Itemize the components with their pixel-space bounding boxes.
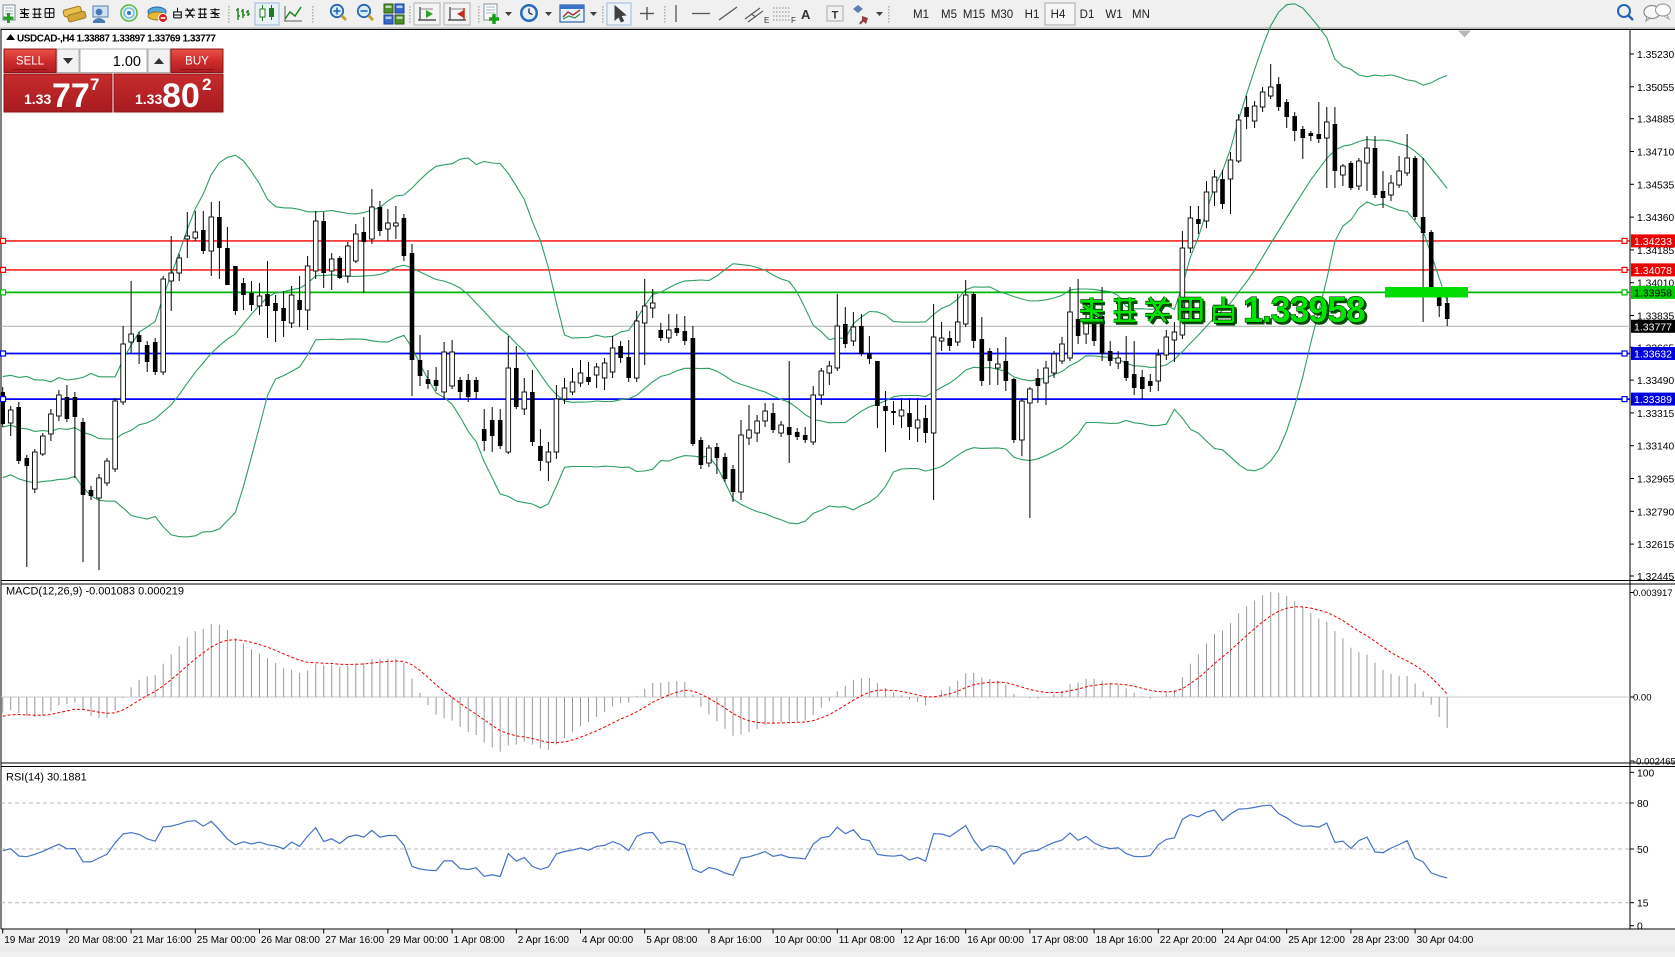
svg-text:H4: H4 [1051,9,1066,21]
svg-text:SELL: SELL [16,56,45,68]
svg-text:21 Mar 16:00: 21 Mar 16:00 [133,935,192,946]
svg-text:77: 77 [52,77,90,115]
svg-text:1.33315: 1.33315 [1637,409,1674,420]
svg-text:1.34010: 1.34010 [1637,279,1674,290]
svg-text:7: 7 [90,75,99,94]
svg-text:1.33777: 1.33777 [1634,321,1672,333]
svg-text:8 Apr 16:00: 8 Apr 16:00 [710,935,762,946]
svg-text:1.34233: 1.34233 [1634,236,1672,248]
svg-text:0.00: 0.00 [1633,693,1652,704]
svg-text:1 Apr 08:00: 1 Apr 08:00 [454,935,506,946]
svg-text:28 Apr 23:00: 28 Apr 23:00 [1352,935,1409,946]
svg-text:30 Apr 04:00: 30 Apr 04:00 [1417,935,1474,946]
svg-text:1.33958: 1.33958 [1245,291,1367,332]
svg-text:M15: M15 [963,9,985,21]
svg-text:18 Apr 16:00: 18 Apr 16:00 [1096,935,1153,946]
svg-text:1.33632: 1.33632 [1634,349,1672,361]
svg-text:1.33389: 1.33389 [1634,394,1672,406]
svg-text:A: A [801,7,811,22]
svg-text:RSI(14) 30.1881: RSI(14) 30.1881 [6,772,87,784]
svg-text:1.34885: 1.34885 [1637,115,1674,126]
svg-text:29 Mar 00:00: 29 Mar 00:00 [389,935,448,946]
svg-text:25 Apr 12:00: 25 Apr 12:00 [1288,935,1345,946]
svg-text:50: 50 [1637,845,1649,856]
svg-text:24 Apr 04:00: 24 Apr 04:00 [1224,935,1281,946]
svg-text:1.34710: 1.34710 [1637,148,1674,159]
svg-text:80: 80 [1637,799,1649,810]
svg-text:MN: MN [1132,9,1150,21]
svg-text:-0.002465: -0.002465 [1633,757,1675,768]
svg-text:2 Apr 16:00: 2 Apr 16:00 [518,935,570,946]
svg-text:H1: H1 [1025,9,1040,21]
svg-text:2: 2 [202,75,211,94]
svg-text:F: F [791,16,796,25]
svg-text:W1: W1 [1105,9,1122,21]
svg-text:1.33: 1.33 [24,91,51,107]
svg-text:1.33490: 1.33490 [1637,376,1674,387]
svg-text:D1: D1 [1080,9,1095,21]
svg-text:1.33140: 1.33140 [1637,442,1674,453]
svg-text:1.34535: 1.34535 [1637,180,1674,191]
svg-text:0.003917: 0.003917 [1633,588,1673,599]
svg-text:1.35055: 1.35055 [1637,83,1674,94]
svg-text:M5: M5 [941,9,957,21]
svg-text:19 Mar 2019: 19 Mar 2019 [4,935,61,946]
svg-text:1.34078: 1.34078 [1634,265,1672,277]
svg-text:25 Mar 00:00: 25 Mar 00:00 [197,935,256,946]
svg-text:1.33958: 1.33958 [1243,289,1365,330]
svg-text:M1: M1 [913,9,929,21]
svg-text:M30: M30 [991,9,1013,21]
svg-text:0: 0 [1637,922,1643,933]
svg-text:1.34360: 1.34360 [1637,213,1674,224]
svg-text:E: E [764,16,769,25]
svg-text:1.32965: 1.32965 [1637,475,1674,486]
svg-text:11 Apr 08:00: 11 Apr 08:00 [839,935,895,946]
svg-text:26 Mar 08:00: 26 Mar 08:00 [261,935,320,946]
svg-text:1.32445: 1.32445 [1637,572,1674,583]
svg-text:5 Apr 08:00: 5 Apr 08:00 [646,935,698,946]
svg-text:12 Apr 16:00: 12 Apr 16:00 [903,935,960,946]
svg-text:17 Apr 08:00: 17 Apr 08:00 [1031,935,1088,946]
svg-text:BUY: BUY [185,56,209,68]
svg-text:MACD(12,26,9) -0.001083 0.0002: MACD(12,26,9) -0.001083 0.000219 [6,586,184,598]
svg-text:1.35230: 1.35230 [1637,50,1674,61]
svg-text:22 Apr 20:00: 22 Apr 20:00 [1160,935,1217,946]
svg-text:1.33: 1.33 [135,91,162,107]
svg-text:1.32615: 1.32615 [1637,540,1674,551]
svg-text:1.00: 1.00 [113,54,141,70]
svg-text:1.32790: 1.32790 [1637,507,1674,518]
svg-text:1.34185: 1.34185 [1637,246,1674,257]
svg-text:27 Mar 16:00: 27 Mar 16:00 [325,935,384,946]
svg-text:10 Apr 00:00: 10 Apr 00:00 [775,935,832,946]
svg-text:16 Apr 00:00: 16 Apr 00:00 [967,935,1024,946]
svg-text:15: 15 [1637,899,1649,910]
svg-text:USDCAD-,H4 1.33887 1.33897 1.: USDCAD-,H4 1.33887 1.33897 1.33769 1.337… [17,34,216,45]
svg-text:100: 100 [1637,768,1654,779]
svg-text:1.33958: 1.33958 [1634,287,1672,299]
svg-text:20 Mar 08:00: 20 Mar 08:00 [68,935,127,946]
svg-text:4 Apr 00:00: 4 Apr 00:00 [582,935,634,946]
svg-text:80: 80 [162,77,200,115]
svg-text:T: T [832,10,839,22]
svg-text:1.33835: 1.33835 [1637,312,1674,323]
